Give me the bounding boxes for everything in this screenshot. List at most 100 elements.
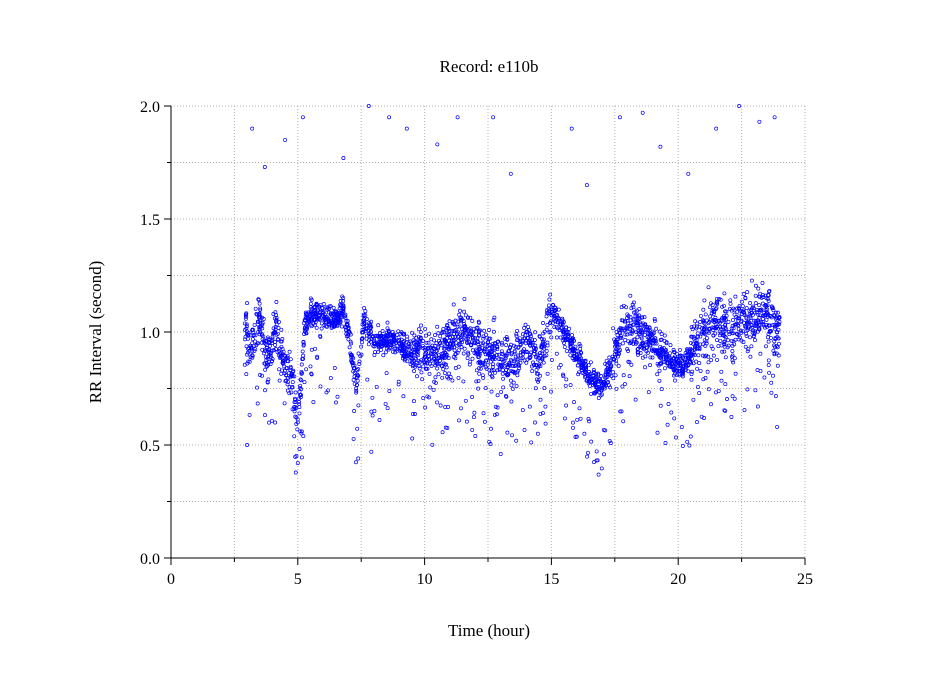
rr-point xyxy=(255,341,260,346)
y-axis-label: RR Interval (second) xyxy=(86,261,105,404)
rr-point xyxy=(338,299,343,303)
rr-point xyxy=(720,333,725,338)
rr-point xyxy=(532,362,537,367)
rr-point xyxy=(462,296,467,301)
rr-point xyxy=(339,324,344,329)
rr-point xyxy=(482,419,487,424)
rr-point xyxy=(305,316,310,321)
rr-point xyxy=(766,312,771,317)
rr-point xyxy=(513,345,518,349)
rr-point xyxy=(640,315,645,320)
rr-point xyxy=(505,430,510,435)
rr-point xyxy=(470,319,475,323)
rr-point xyxy=(679,425,684,430)
rr-point xyxy=(627,360,632,365)
rr-point xyxy=(250,355,255,360)
rr-point xyxy=(748,315,753,320)
rr-point xyxy=(253,333,258,338)
rr-point xyxy=(527,404,532,409)
rr-point xyxy=(616,350,621,355)
rr-point xyxy=(247,348,252,353)
rr-point xyxy=(327,322,332,327)
rr-point xyxy=(250,126,255,131)
rr-point xyxy=(304,367,309,372)
rr-point xyxy=(533,386,538,391)
rr-point xyxy=(695,366,700,371)
rr-point xyxy=(684,359,689,364)
rr-point xyxy=(648,331,653,336)
rr-point xyxy=(659,332,664,336)
rr-point xyxy=(418,336,423,341)
rr-point xyxy=(760,301,765,306)
rr-point xyxy=(726,330,731,334)
rr-point xyxy=(365,333,369,338)
rr-point xyxy=(766,358,771,363)
rr-point xyxy=(424,333,428,338)
rr-point xyxy=(540,351,545,356)
rr-point xyxy=(630,329,635,334)
rr-point xyxy=(290,407,295,412)
rr-point xyxy=(635,335,640,340)
rr-point xyxy=(516,353,520,358)
rr-point xyxy=(508,171,513,176)
rr-point xyxy=(773,316,778,321)
rr-point xyxy=(680,353,685,358)
rr-point xyxy=(713,322,718,327)
rr-point xyxy=(703,376,708,380)
rr-point xyxy=(739,318,744,323)
rr-point xyxy=(657,329,662,334)
rr-point xyxy=(745,387,750,392)
rr-point xyxy=(289,390,294,395)
rr-point xyxy=(361,318,366,323)
rr-point xyxy=(666,402,671,406)
rr-point xyxy=(504,368,509,373)
rr-point xyxy=(562,345,567,349)
rr-point xyxy=(292,400,297,405)
rr-point xyxy=(472,410,477,415)
rr-point xyxy=(521,351,526,356)
rr-point xyxy=(540,357,545,362)
rr-point xyxy=(602,452,606,457)
rr-point xyxy=(562,416,567,421)
rr-point xyxy=(716,389,721,394)
rr-point xyxy=(714,324,719,329)
rr-point xyxy=(299,455,304,460)
rr-point xyxy=(344,319,349,324)
rr-point xyxy=(523,322,528,327)
rr-point xyxy=(615,354,620,359)
rr-point xyxy=(474,379,479,384)
rr-point xyxy=(486,352,490,357)
rr-point xyxy=(436,338,441,343)
rr-point xyxy=(413,412,417,416)
rr-point xyxy=(436,331,441,336)
rr-point xyxy=(698,334,703,339)
rr-point xyxy=(577,342,582,346)
rr-point xyxy=(503,394,508,398)
rr-point xyxy=(711,353,716,358)
rr-point xyxy=(476,342,481,347)
rr-point xyxy=(247,412,252,417)
rr-point xyxy=(695,420,699,425)
rr-point xyxy=(722,315,727,320)
rr-point xyxy=(422,345,427,350)
rr-point xyxy=(274,300,279,304)
rr-point xyxy=(605,375,610,379)
rr-point xyxy=(482,328,487,333)
rr-point xyxy=(731,326,736,331)
rr-point xyxy=(256,298,261,302)
rr-point xyxy=(499,363,504,368)
rr-point xyxy=(718,338,723,343)
rr-point xyxy=(614,386,619,391)
y-tick-label: 0.0 xyxy=(140,551,160,568)
rr-point xyxy=(769,380,774,385)
rr-point xyxy=(758,351,763,356)
rr-point xyxy=(433,333,437,338)
rr-point xyxy=(473,336,477,341)
rr-point xyxy=(282,371,287,376)
rr-point xyxy=(392,333,396,338)
rr-point xyxy=(606,379,610,384)
rr-point xyxy=(297,447,302,451)
rr-point xyxy=(326,310,331,315)
rr-point xyxy=(458,341,463,346)
rr-point xyxy=(466,350,471,355)
